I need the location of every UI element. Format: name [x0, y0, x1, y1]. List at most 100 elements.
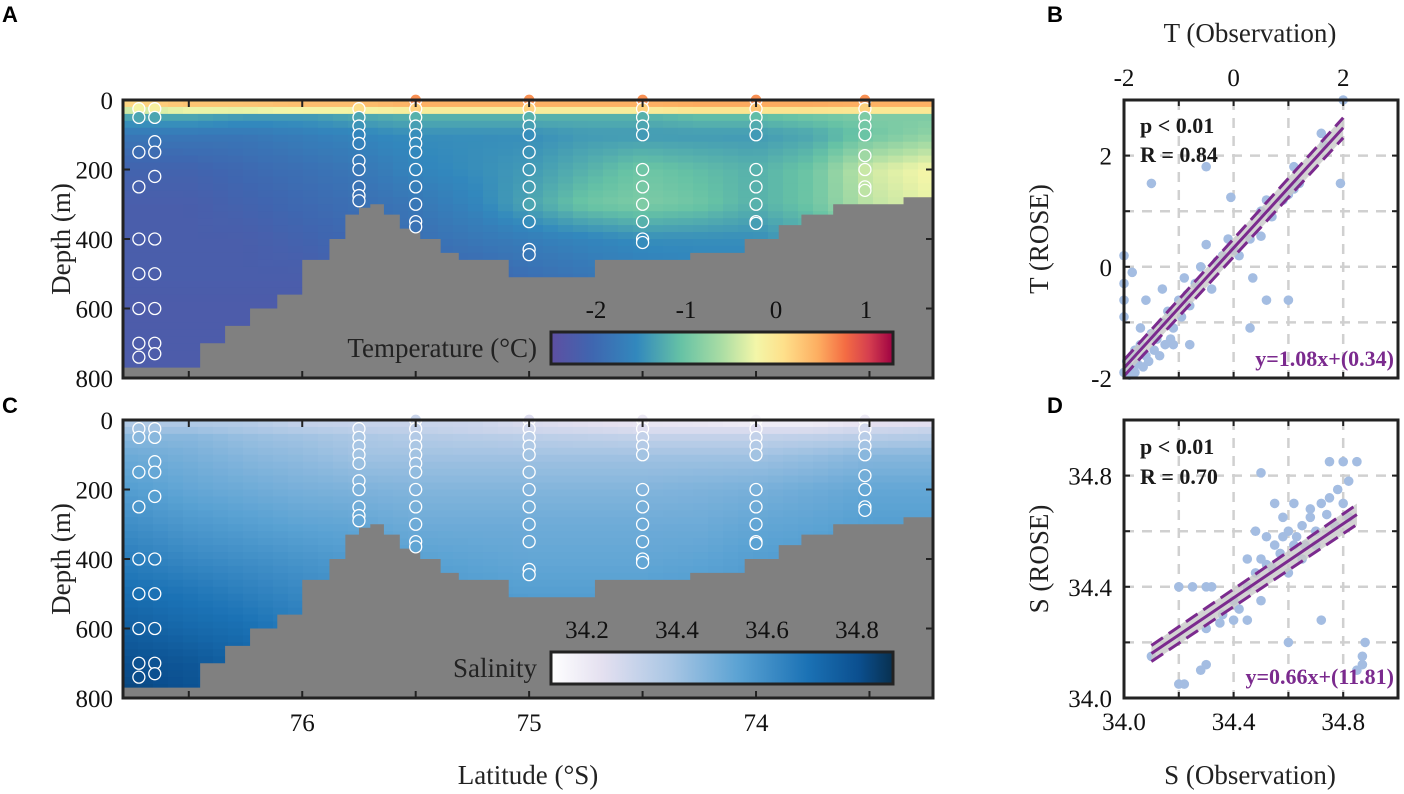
heatmap-cell: [153, 252, 169, 261]
colorbar-tick-label: 1: [860, 297, 873, 324]
heatmap-cell: [768, 204, 784, 212]
heatmap-cell: [888, 447, 904, 456]
scatter-point: [1283, 295, 1294, 305]
heatmap-cell: [303, 245, 319, 254]
heatmap-cell: [183, 447, 199, 456]
heatmap-cell: [363, 510, 379, 518]
heatmap-cell: [693, 162, 709, 171]
heatmap-cell: [708, 232, 724, 240]
heatmap-cell: [333, 538, 349, 546]
heatmap-cell: [738, 510, 754, 518]
heatmap-cell: [498, 475, 514, 484]
heatmap-cell: [528, 510, 544, 518]
heatmap-cell: [333, 134, 349, 143]
heatmap-cell: [618, 100, 634, 108]
heatmap-cell: [798, 426, 814, 435]
heatmap-cell: [123, 635, 139, 643]
heatmap-cell: [258, 607, 274, 616]
heatmap-cell: [258, 190, 274, 198]
heatmap-cell: [393, 211, 409, 219]
heatmap-cell: [213, 322, 229, 330]
heatmap-cell: [573, 183, 589, 191]
heatmap-cell: [648, 239, 664, 247]
heatmap-cell: [258, 245, 274, 254]
heatmap-cell: [498, 245, 514, 254]
heatmap-cell: [183, 468, 199, 477]
heatmap-cell: [183, 572, 199, 581]
heatmap-cell: [798, 503, 814, 511]
station-sample-point: [635, 448, 650, 462]
heatmap-cell: [243, 433, 259, 442]
heatmap-cell: [873, 489, 889, 498]
heatmap-cell: [228, 489, 244, 498]
heatmap-cell: [543, 134, 559, 143]
heatmap-cell: [483, 134, 499, 143]
heatmap-cell: [363, 489, 379, 498]
heatmap-cell: [588, 426, 604, 435]
heatmap-cell: [168, 155, 184, 164]
heatmap-cell: [438, 440, 454, 449]
heatmap-cell: [753, 232, 769, 240]
fit-line: [1122, 126, 1345, 370]
heatmap-cell: [288, 559, 304, 567]
heatmap-cell: [693, 141, 709, 150]
heatmap-cell: [768, 197, 784, 205]
heatmap-cell: [723, 545, 739, 553]
heatmap-cell: [753, 225, 769, 233]
scatter-point: [1338, 498, 1348, 509]
heatmap-cell: [828, 176, 844, 184]
heatmap-cell: [618, 239, 634, 247]
scatter-point: [1335, 178, 1346, 189]
heatmap-cell: [513, 538, 529, 546]
heatmap-cell: [588, 176, 604, 184]
heatmap-cell: [678, 545, 694, 553]
heatmap-cell: [693, 120, 709, 129]
heatmap-cell: [153, 162, 169, 171]
heatmap-cell: [273, 496, 289, 504]
heatmap-cell: [153, 127, 169, 136]
heatmap-cell: [243, 621, 259, 630]
heatmap-cell: [483, 162, 499, 171]
heatmap-cell: [363, 155, 379, 164]
heatmap-cell: [123, 245, 139, 254]
heatmap-cell: [438, 176, 454, 184]
heatmap-cell: [333, 218, 349, 226]
heatmap-cell: [903, 141, 919, 150]
heatmap-cell: [558, 426, 574, 435]
heatmap-cell: [213, 586, 229, 595]
heatmap-cell: [213, 642, 229, 650]
heatmap-cell: [393, 503, 409, 511]
heatmap-cell: [273, 475, 289, 484]
heatmap-cell: [783, 176, 799, 184]
heatmap-cell: [873, 162, 889, 171]
heatmap-cell: [183, 266, 199, 275]
heatmap-cell: [693, 100, 709, 108]
heatmap-cell: [618, 252, 634, 261]
heatmap-cell: [288, 607, 304, 616]
heatmap-cell: [783, 489, 799, 498]
heatmap-cell: [258, 559, 274, 567]
heatmap-cell: [528, 454, 544, 463]
station-sample-point: [858, 128, 872, 142]
heatmap-cell: [723, 204, 739, 212]
heatmap-cell: [603, 239, 619, 247]
heatmap-cell: [513, 468, 529, 477]
heatmap-cell: [573, 503, 589, 511]
heatmap-cell: [603, 183, 619, 191]
heatmap-cell: [768, 113, 784, 122]
scatter-point: [1291, 531, 1302, 542]
heatmap-cell: [213, 614, 229, 623]
heatmap-cell: [843, 176, 859, 184]
heatmap-cell: [903, 420, 919, 428]
heatmap-cell: [513, 454, 529, 463]
heatmap-cell: [333, 510, 349, 518]
heatmap-cell: [678, 489, 694, 498]
heatmap-cell: [588, 225, 604, 233]
heatmap-cell: [903, 433, 919, 442]
heatmap-cell: [288, 252, 304, 261]
heatmap-cell: [573, 204, 589, 212]
heatmap-cell: [273, 503, 289, 511]
heatmap-cell: [648, 252, 664, 261]
heatmap-cell: [333, 106, 349, 115]
heatmap-cell: [573, 169, 589, 178]
